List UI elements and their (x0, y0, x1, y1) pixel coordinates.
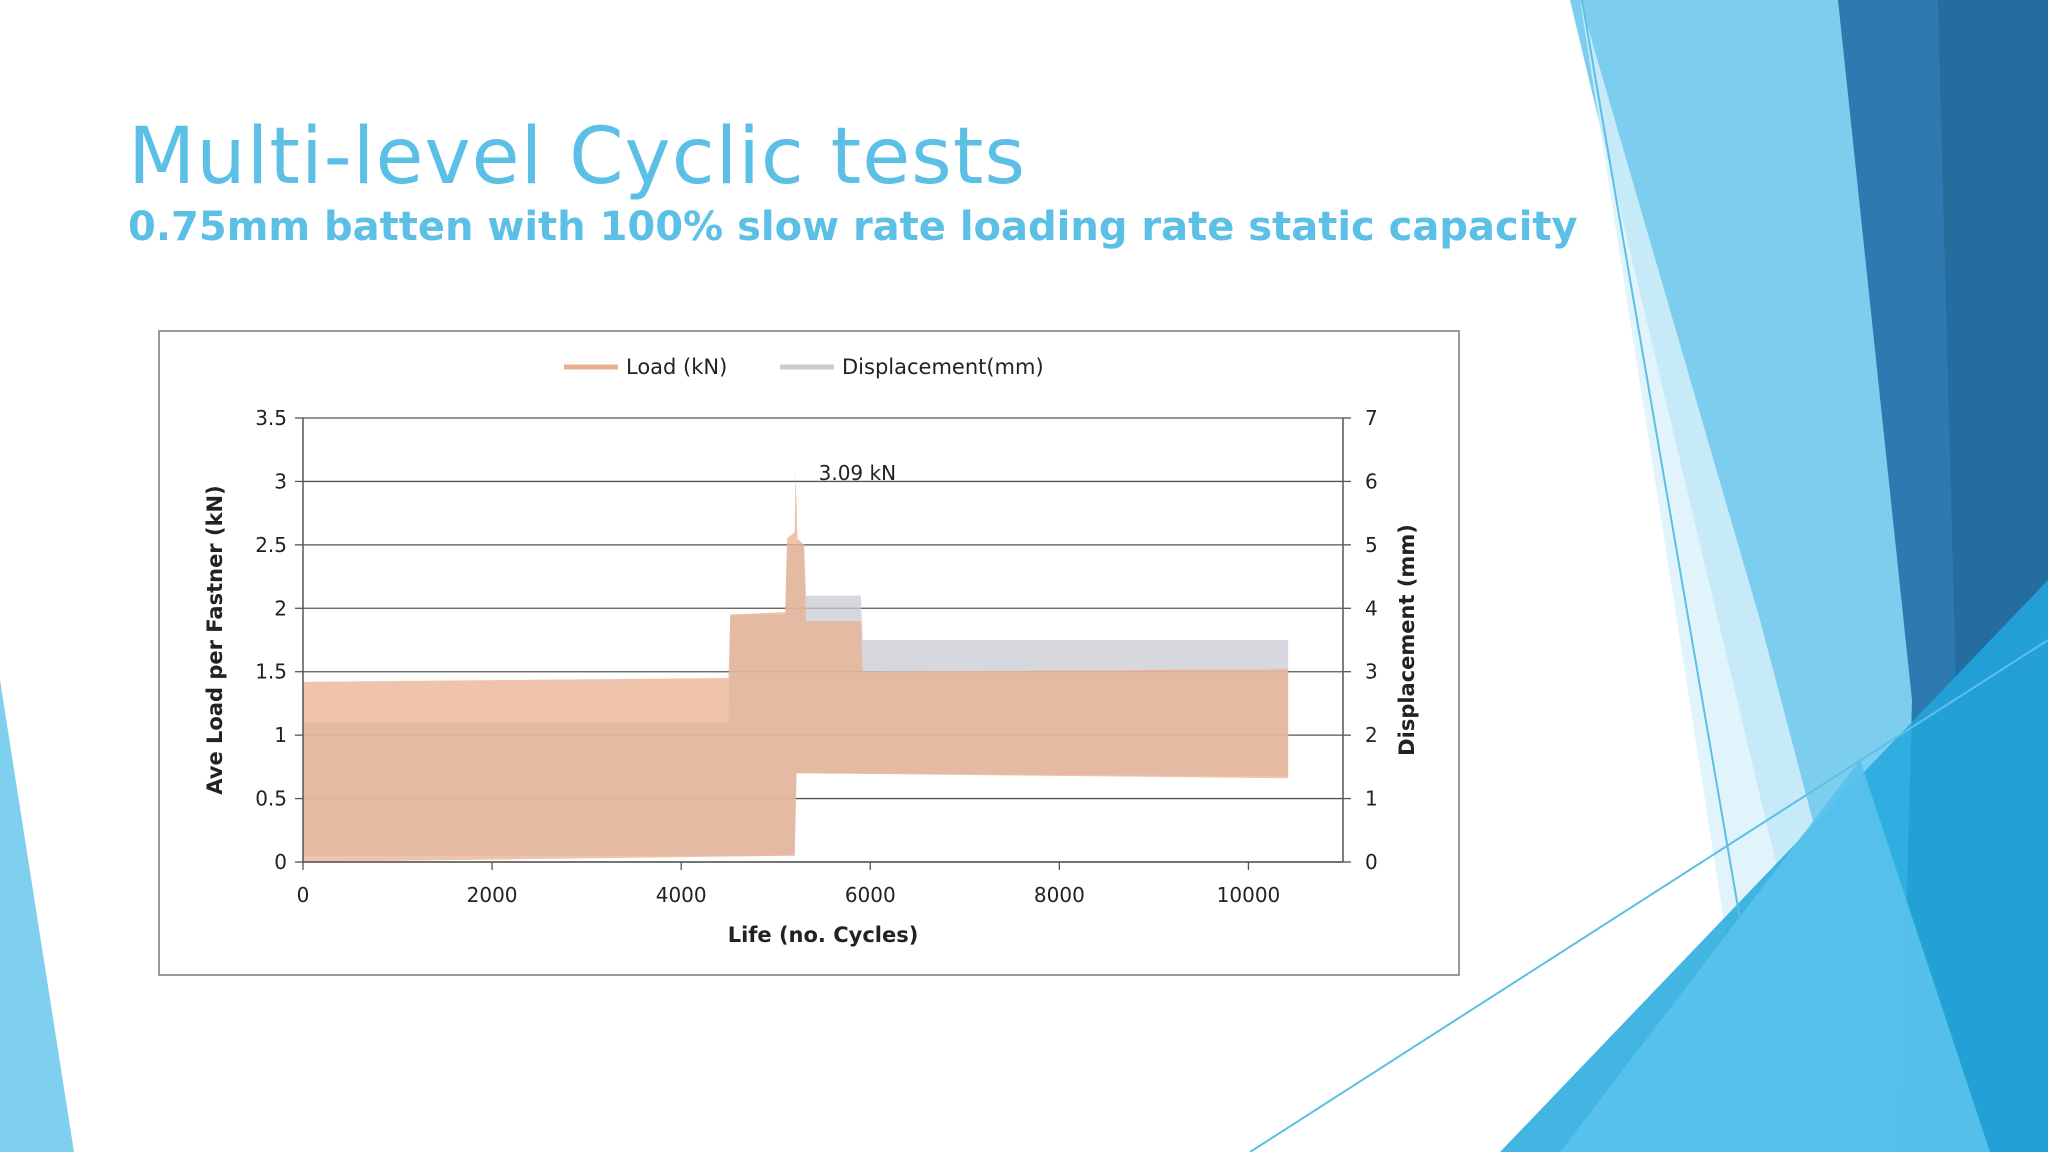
left-accent-shape (0, 680, 74, 1152)
y-tick-label: 1.5 (255, 660, 287, 684)
diagonal-thin-line-2 (1581, 0, 1781, 1152)
y2-tick-label: 5 (1365, 533, 1378, 557)
legend-label-load: Load (kN) (626, 355, 727, 379)
y2-tick-label: 7 (1365, 406, 1378, 430)
x-axis-label: Life (no. Cycles) (728, 923, 919, 947)
y-axis-label: Ave Load per Fastner (kN) (203, 485, 227, 794)
y2-tick-label: 6 (1365, 469, 1378, 493)
y2-tick-label: 3 (1365, 660, 1378, 684)
y2-tick-label: 0 (1365, 850, 1378, 874)
cyclic-test-chart: 0 0.5 1 1.5 2 2.5 3 3.5 0 1 2 3 4 5 6 7 0 2000 4000 6000 800… (203, 355, 1419, 947)
y-tick-label: 0.5 (255, 787, 287, 811)
y2-axis-label: Displacement (mm) (1395, 524, 1419, 756)
y-tick-label: 2.5 (255, 533, 287, 557)
y2-tick-label: 1 (1365, 787, 1378, 811)
x-tick-label: 10000 (1217, 883, 1281, 907)
load-series-band (303, 470, 1289, 862)
y2-tick-label: 4 (1365, 596, 1378, 620)
x-tick-label: 2000 (467, 883, 518, 907)
slide-title: Multi-level Cyclic tests (128, 112, 1027, 202)
chart-frame: 0 0.5 1 1.5 2 2.5 3 3.5 0 1 2 3 4 5 6 7 0 2000 4000 6000 800… (158, 330, 1460, 976)
right-mid-shape (1938, 0, 2048, 760)
y-tick-label: 2 (274, 596, 287, 620)
y-tick-label: 3 (274, 469, 287, 493)
y2-tick-label: 2 (1365, 723, 1378, 747)
right-pale-shape (1560, 760, 1990, 1152)
legend-label-displacement: Displacement(mm) (842, 355, 1044, 379)
x-tick-label: 6000 (845, 883, 896, 907)
slide-subtitle: 0.75mm batten with 100% slow rate loadin… (128, 204, 1578, 250)
x-tick-label: 4000 (656, 883, 707, 907)
diagonal-thin-line (1249, 639, 2048, 1152)
peak-annotation: 3.09 kN (819, 461, 896, 485)
x-tick-label: 8000 (1034, 883, 1085, 907)
y-tick-label: 3.5 (255, 406, 287, 430)
x-tick-label: 0 (297, 883, 310, 907)
y-tick-label: 1 (274, 723, 287, 747)
y-tick-label: 0 (274, 850, 287, 874)
